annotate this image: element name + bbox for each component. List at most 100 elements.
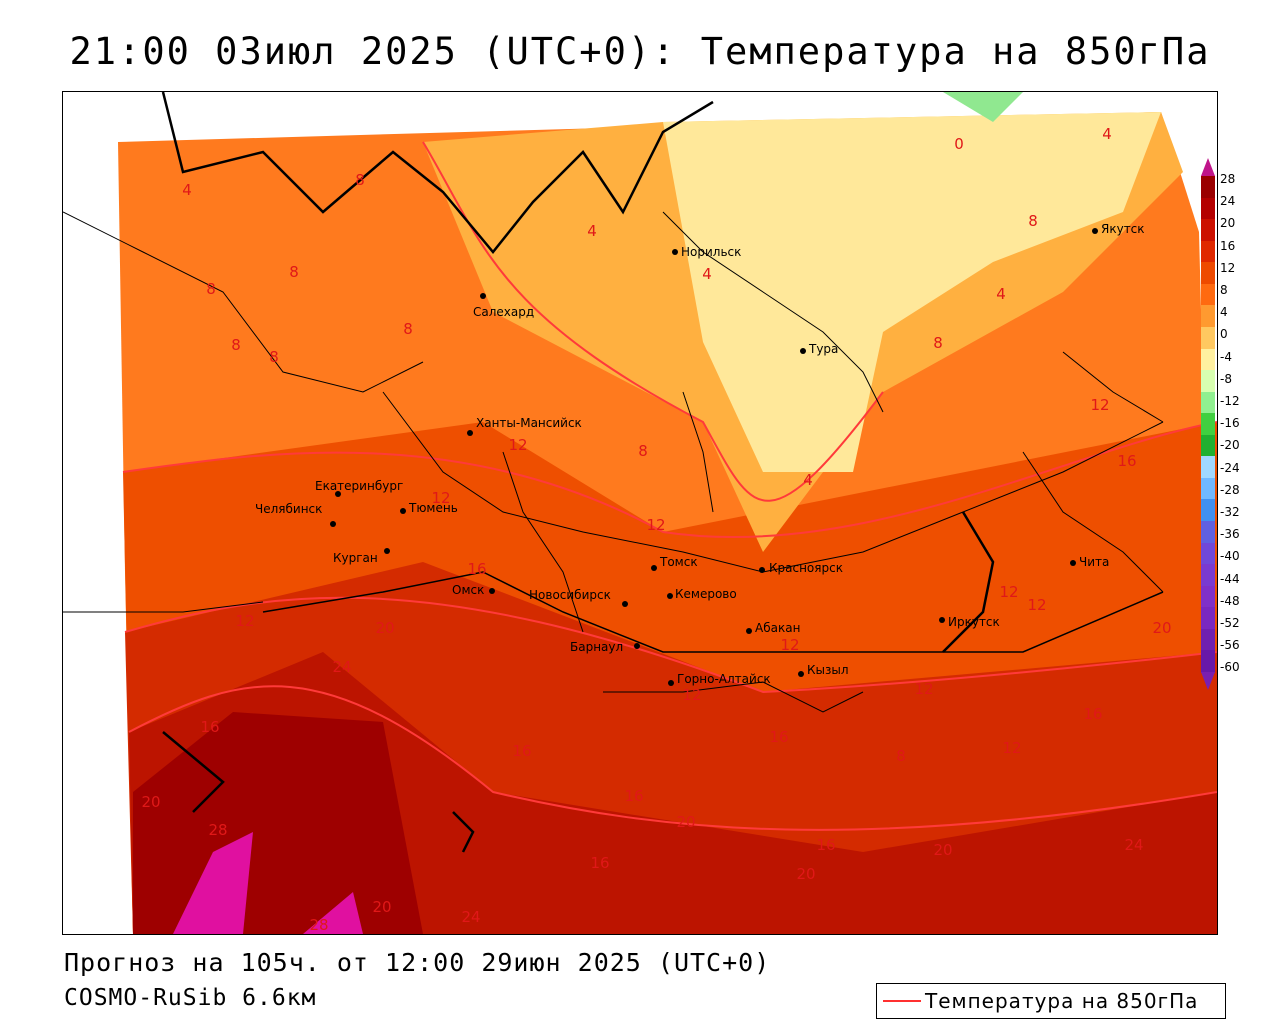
contour-label: 12 <box>235 612 254 630</box>
contour-label: 4 <box>1102 125 1112 143</box>
colorbar-tick-label: 12 <box>1220 260 1236 275</box>
city-label: Якутск <box>1101 222 1145 236</box>
city-label: Кызыл <box>807 663 849 677</box>
colorbar-tick-label: -56 <box>1220 638 1240 653</box>
contour-label: 8 <box>896 747 906 765</box>
city-label: Салехард <box>473 305 534 319</box>
colorbar-segment <box>1201 305 1215 328</box>
contour-labels: 4 8 0 4 8 8 8 8 8 8 4 4 4 8 4 8 12 12 16… <box>141 125 1171 934</box>
contour-label: 28 <box>309 916 328 934</box>
contour-label: 12 <box>1027 596 1046 614</box>
city-label: Омск <box>452 583 484 597</box>
colorbar-tick-label: -32 <box>1220 505 1240 519</box>
contour-label: 20 <box>933 841 952 859</box>
contour-label: 16 <box>1083 705 1102 723</box>
colorbar-tick-label: 4 <box>1220 305 1228 320</box>
colorbar-tick-label: -52 <box>1220 616 1240 630</box>
contour-label: 12 <box>1002 739 1021 757</box>
colorbar-tick-label: -28 <box>1220 482 1240 497</box>
map-canvas: Салехард Норильск Тура Якутск Ханты-Манс… <box>63 92 1217 934</box>
colorbar-segment <box>1201 391 1215 415</box>
contour-label: 8 <box>206 280 216 298</box>
band-below-0 <box>943 92 1023 122</box>
city-dot <box>672 249 678 255</box>
colorbar-segment <box>1201 197 1215 221</box>
contour-label: 24 <box>461 908 480 926</box>
colorbar-segment <box>1201 585 1215 609</box>
contour-label: 8 <box>355 171 365 189</box>
contour-label: 24 <box>332 658 351 676</box>
city-label: Челябинск <box>255 502 322 516</box>
city-label: Курган <box>333 551 378 565</box>
colorbar-segment <box>1201 219 1215 242</box>
contour-label: 4 <box>587 222 597 240</box>
colorbar-segment <box>1201 521 1215 544</box>
contour-label: 8 <box>269 348 279 366</box>
colorbar-segment <box>1201 370 1215 393</box>
colorbar-segment <box>1201 607 1215 630</box>
contour-label: 28 <box>208 821 227 839</box>
colorbar-tick-label: 20 <box>1220 216 1236 231</box>
city-dot <box>668 680 674 686</box>
contour-label: 12 <box>646 516 665 534</box>
city-dot <box>330 521 336 527</box>
city-label: Норильск <box>681 245 741 259</box>
colorbar-tick-label: 0 <box>1220 327 1228 342</box>
page-title: 21:00 03июл 2025 (UTC+0): Температура на… <box>69 30 1211 73</box>
city-label: Красноярск <box>769 561 843 575</box>
contour-label: 4 <box>182 181 192 199</box>
contour-label: 12 <box>780 636 799 654</box>
model-name: COSMO-RuSib 6.6км <box>64 985 317 1011</box>
city-dot <box>798 671 804 677</box>
contour-label: 8 <box>289 263 299 281</box>
contour-label: 4 <box>996 285 1006 303</box>
colorbar-segment <box>1201 628 1215 652</box>
colorbar-tick-label: -44 <box>1220 571 1240 586</box>
contour-label: 0 <box>954 135 964 153</box>
contour-label: 20 <box>1152 619 1171 637</box>
city-dot <box>622 601 628 607</box>
city-label: Томск <box>659 555 698 569</box>
contour-label: 16 <box>467 560 486 578</box>
city-label: Тюмень <box>408 501 458 515</box>
city-dot <box>651 565 657 571</box>
forecast-info: Прогноз на 105ч. от 12:00 29июн 2025 (UT… <box>64 948 771 977</box>
colorbar-top-arrow <box>1201 158 1215 176</box>
colorbar-segment <box>1201 176 1215 199</box>
contour-label: 16 <box>624 787 643 805</box>
city-dot <box>480 293 486 299</box>
city-label: Барнаул <box>570 640 623 654</box>
city-dot <box>939 617 945 623</box>
contour-label: 20 <box>372 898 391 916</box>
city-dot <box>384 548 390 554</box>
colorbar-tick-label: -60 <box>1220 660 1240 675</box>
colorbar-tick-label: 16 <box>1220 238 1236 253</box>
contour-label: 12 <box>508 436 527 454</box>
contour-label: 12 <box>682 686 701 704</box>
colorbar <box>1201 176 1215 673</box>
city-label: Тура <box>808 342 838 356</box>
city-dot <box>634 643 640 649</box>
contour-label: 20 <box>141 793 160 811</box>
temperature-map[interactable]: Салехард Норильск Тура Якутск Ханты-Манс… <box>62 91 1218 935</box>
city-dot <box>400 508 406 514</box>
city-dot <box>1092 228 1098 234</box>
contour-label: 12 <box>914 680 933 698</box>
contour-label: 8 <box>231 336 241 354</box>
contour-label: 16 <box>1117 452 1136 470</box>
city-label: Ханты-Мансийск <box>476 416 582 430</box>
city-dot <box>1070 560 1076 566</box>
contour-label: 8 <box>638 442 648 460</box>
colorbar-segment <box>1201 413 1215 436</box>
contour-label: 16 <box>769 728 788 746</box>
colorbar-tick-label: 24 <box>1220 194 1236 209</box>
contour-label: 20 <box>676 813 695 831</box>
colorbar-bottom-arrow <box>1201 672 1215 690</box>
city-markers: Салехард Норильск Тура Якутск Ханты-Манс… <box>255 222 1145 686</box>
city-label: Екатеринбург <box>315 479 403 493</box>
city-label: Новосибирск <box>529 588 611 602</box>
city-label: Иркутск <box>948 615 1000 629</box>
colorbar-tick-label: -20 <box>1220 438 1240 453</box>
band-0-4 <box>663 112 1161 472</box>
city-dot <box>489 588 495 594</box>
